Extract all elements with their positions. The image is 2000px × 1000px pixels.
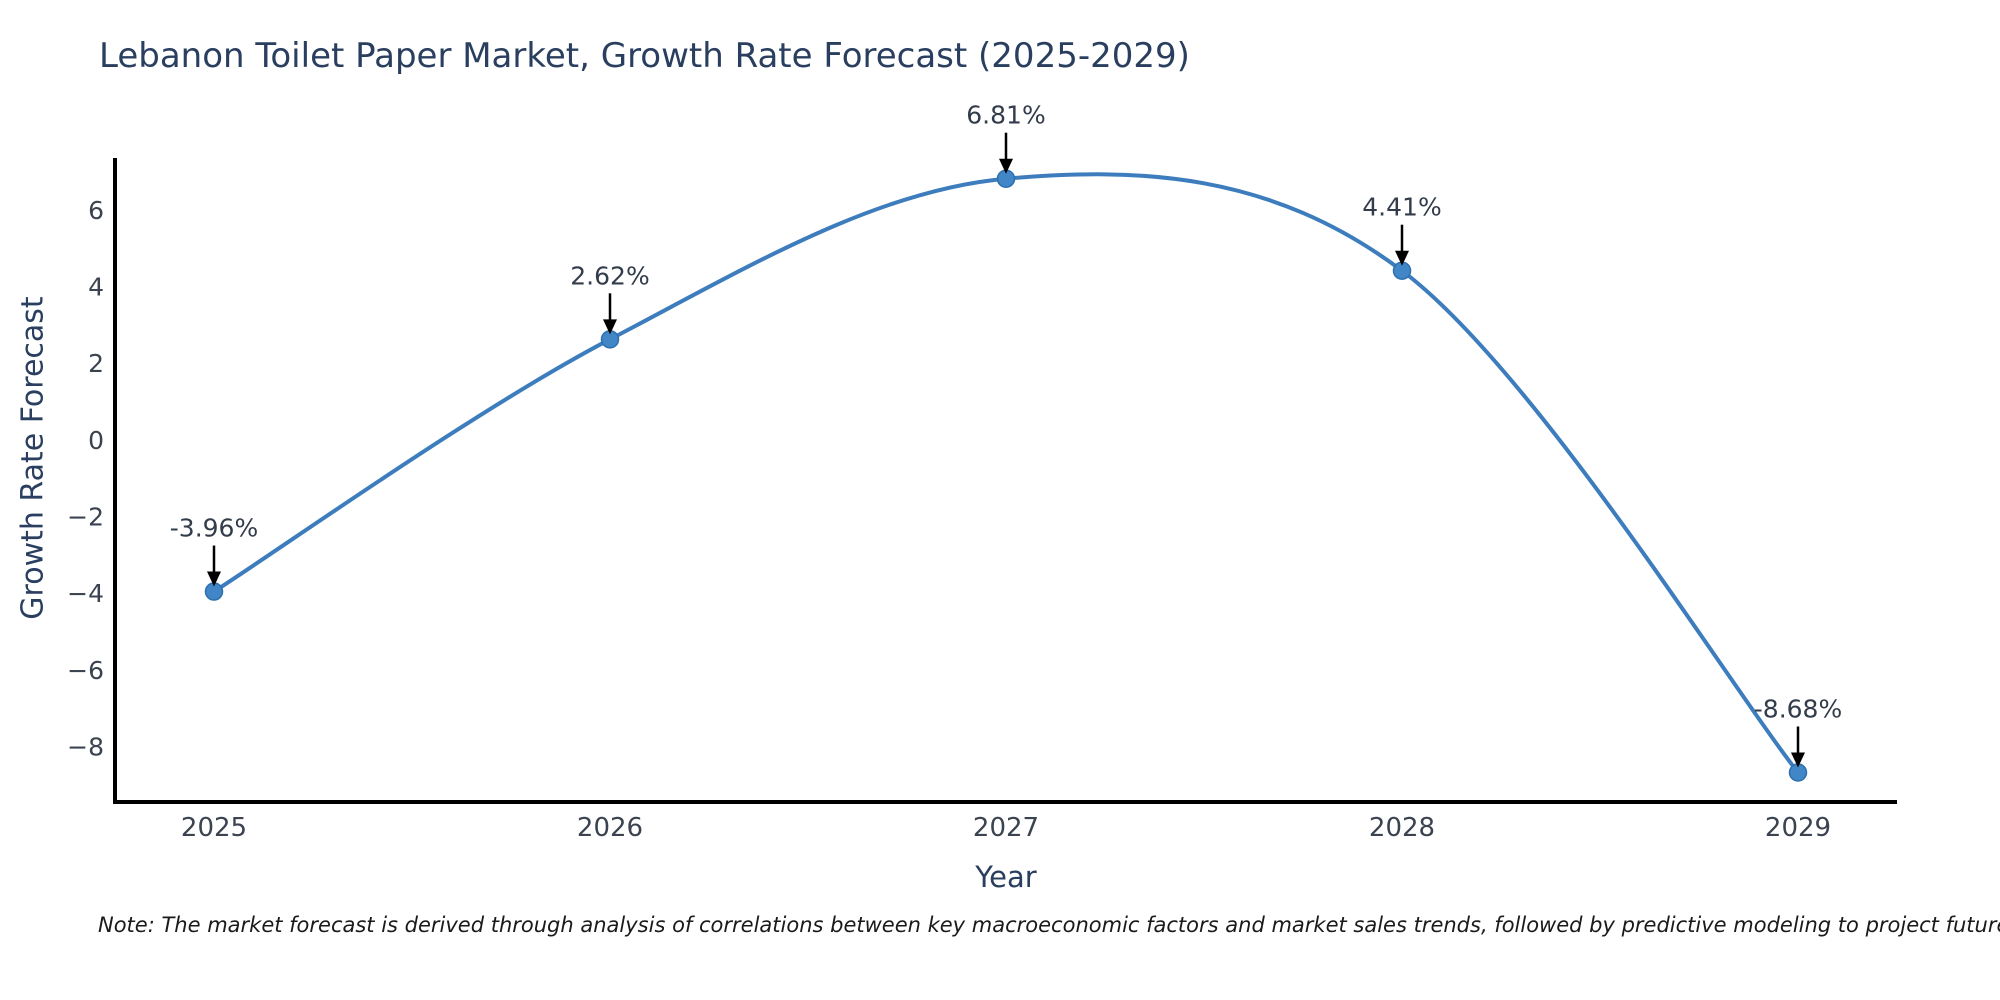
chart-title: Lebanon Toilet Paper Market, Growth Rate… (99, 36, 1190, 76)
x-tick-label: 2028 (1369, 813, 1435, 843)
annotation-arrow-head (1791, 752, 1805, 768)
x-tick-label: 2026 (577, 813, 643, 843)
data-point-value-label: 2.62% (570, 261, 649, 290)
x-axis-title: Year (975, 860, 1037, 894)
forecast-spline-line (212, 172, 1800, 775)
data-point-value-label: -8.68% (1754, 694, 1842, 723)
annotation-arrow-head (207, 571, 221, 587)
data-point-value-label: 4.41% (1362, 193, 1441, 222)
annotation-arrow-head (999, 158, 1013, 174)
annotation-arrow-head (1395, 250, 1409, 266)
y-tick-label: 2 (88, 349, 104, 378)
y-tick-label: 4 (88, 272, 104, 301)
data-point-value-label: -3.96% (170, 514, 258, 543)
footnote: Note: The market forecast is derived thr… (98, 913, 2000, 937)
y-tick-label: 0 (88, 426, 104, 455)
data-point-value-label: 6.81% (966, 101, 1045, 130)
y-tick-label: −2 (67, 502, 104, 531)
y-tick-label: −8 (67, 732, 104, 761)
y-tick-label: −6 (67, 656, 104, 685)
y-tick-label: 6 (88, 196, 104, 225)
annotation-arrow-head (603, 319, 617, 335)
x-tick-label: 2027 (973, 813, 1039, 843)
x-tick-label: 2029 (1765, 813, 1831, 843)
x-tick-label: 2025 (181, 813, 247, 843)
y-tick-label: −4 (67, 579, 104, 608)
